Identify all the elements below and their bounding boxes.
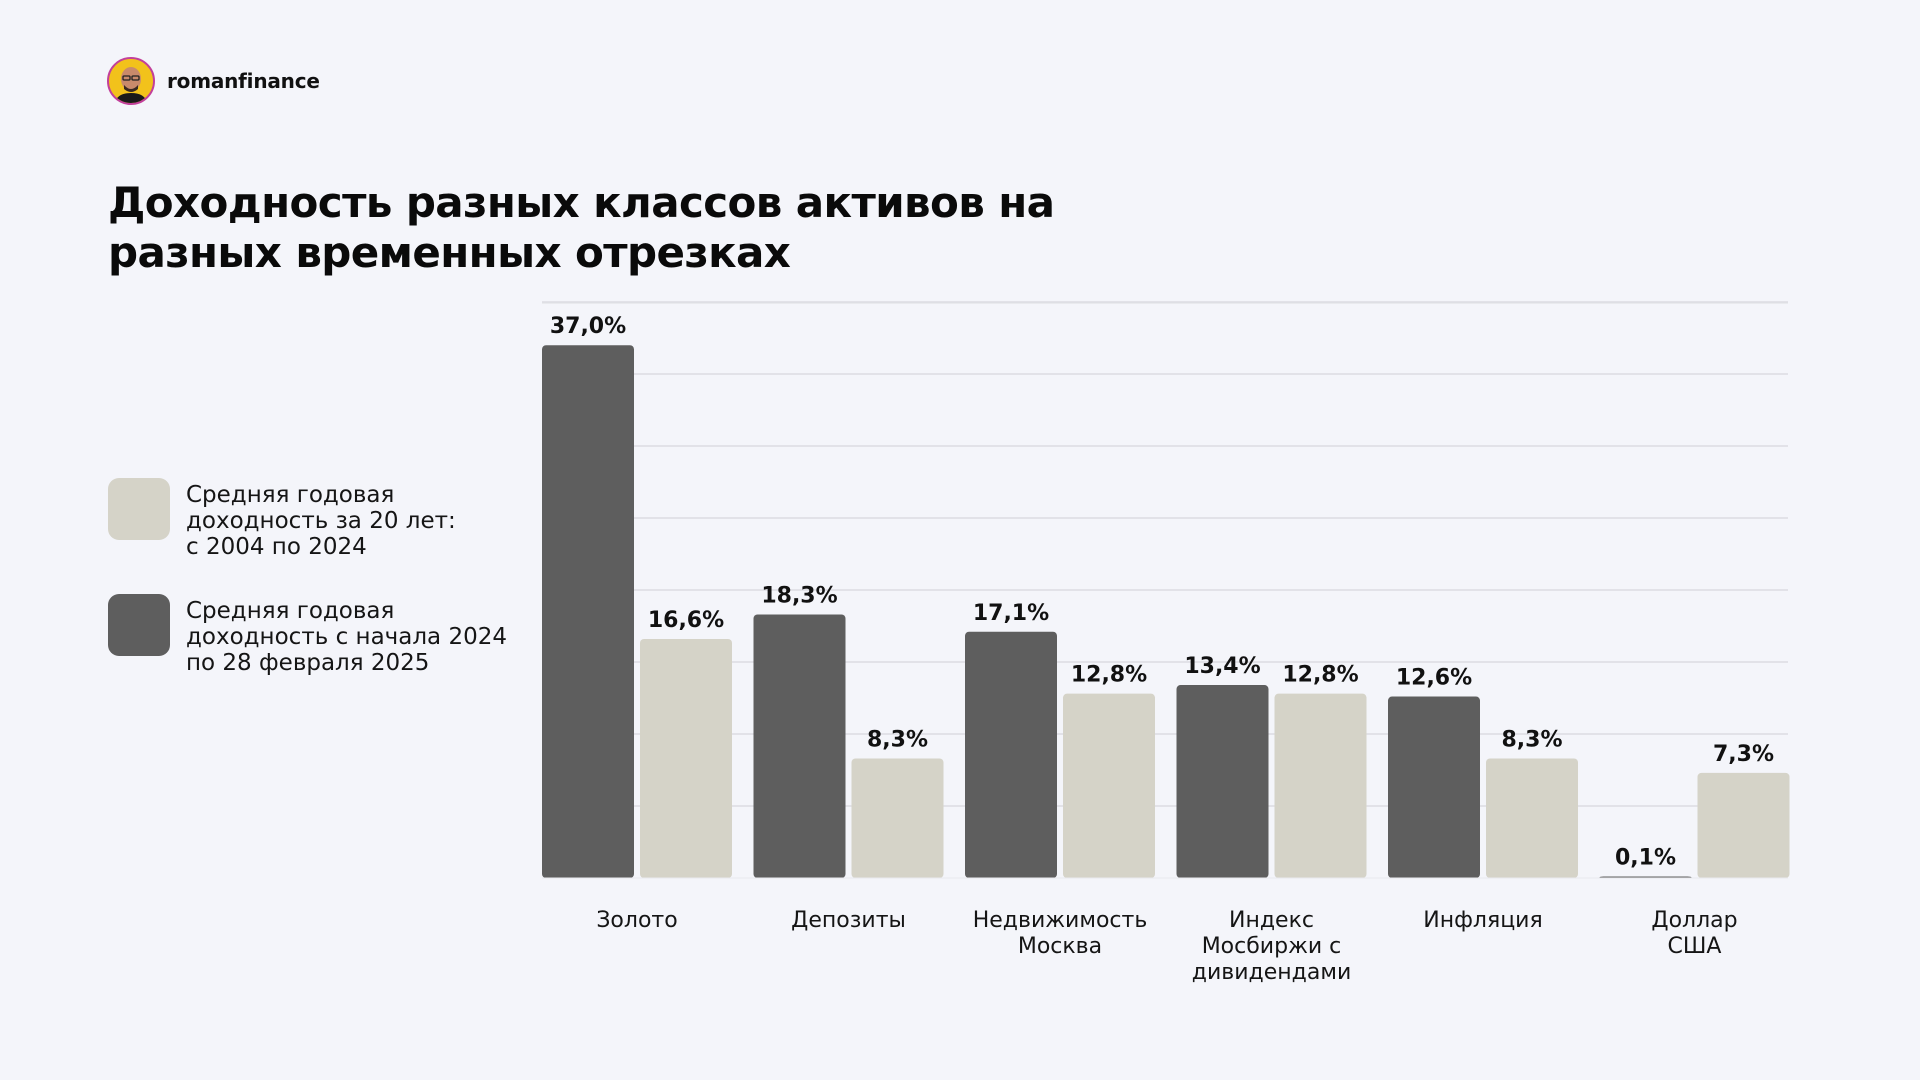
- legend-item-since-2024: Средняя годовая доходность с начала 2024…: [108, 594, 507, 676]
- data-label: 12,8%: [1071, 663, 1147, 688]
- category-label: Индекс: [1229, 908, 1314, 933]
- bar: [1486, 758, 1578, 878]
- avatar: [107, 57, 155, 105]
- data-label: 18,3%: [761, 583, 837, 608]
- data-label: 8,3%: [1501, 727, 1562, 752]
- category-label: Недвижимость: [973, 908, 1148, 933]
- legend-label-line: доходность за 20 лет:: [186, 508, 456, 534]
- bar: [851, 758, 944, 878]
- bar: [1274, 693, 1367, 878]
- data-label: 8,3%: [867, 727, 928, 752]
- data-label: 12,6%: [1396, 666, 1472, 691]
- data-label: 0,1%: [1615, 846, 1676, 871]
- data-label: 12,8%: [1282, 663, 1358, 688]
- data-label: 13,4%: [1184, 654, 1260, 679]
- legend-swatch-light: [108, 478, 170, 540]
- legend-label-line: с 2004 по 2024: [186, 534, 367, 560]
- legend-label: Средняя годовая доходность за 20 лет: с …: [186, 482, 456, 560]
- category-label: Москва: [1018, 934, 1102, 959]
- brand-name: romanfinance: [167, 69, 320, 93]
- legend-item-20-years: Средняя годовая доходность за 20 лет: с …: [108, 478, 456, 560]
- data-label: 37,0%: [550, 314, 626, 339]
- data-label: 7,3%: [1713, 742, 1774, 767]
- bar: [1388, 696, 1480, 878]
- legend-label-line: Средняя годовая: [186, 598, 395, 624]
- page-title: Доходность разных классов активов на раз…: [108, 178, 1108, 278]
- legend-label-line: доходность с начала 2024: [186, 624, 507, 650]
- title-line-2: разных временных отрезках: [108, 228, 791, 277]
- avatar-portrait-icon: [109, 59, 153, 103]
- bar: [542, 345, 634, 878]
- category-label: Мосбиржи с: [1202, 934, 1342, 959]
- bar: [1697, 772, 1790, 878]
- bar: [965, 631, 1057, 878]
- category-label: Доллар: [1651, 908, 1737, 933]
- bar: [1176, 685, 1269, 878]
- bar: [753, 614, 846, 878]
- title-line-1: Доходность разных классов активов на: [108, 178, 1055, 227]
- legend-swatch-dark: [108, 594, 170, 656]
- bar: [640, 638, 732, 878]
- legend-label-line: Средняя годовая: [186, 482, 395, 508]
- category-label: Золото: [596, 908, 677, 933]
- legend-label: Средняя годовая доходность с начала 2024…: [186, 598, 507, 676]
- category-label: США: [1668, 934, 1722, 959]
- category-label: дивидендами: [1192, 960, 1352, 985]
- category-label: Инфляция: [1423, 908, 1542, 933]
- legend-label-line: по 28 февраля 2025: [186, 650, 430, 676]
- brand: romanfinance: [107, 57, 320, 105]
- data-label: 17,1%: [973, 601, 1049, 626]
- data-label: 16,6%: [648, 608, 724, 633]
- bar: [1063, 693, 1155, 878]
- category-label: Депозиты: [791, 908, 906, 933]
